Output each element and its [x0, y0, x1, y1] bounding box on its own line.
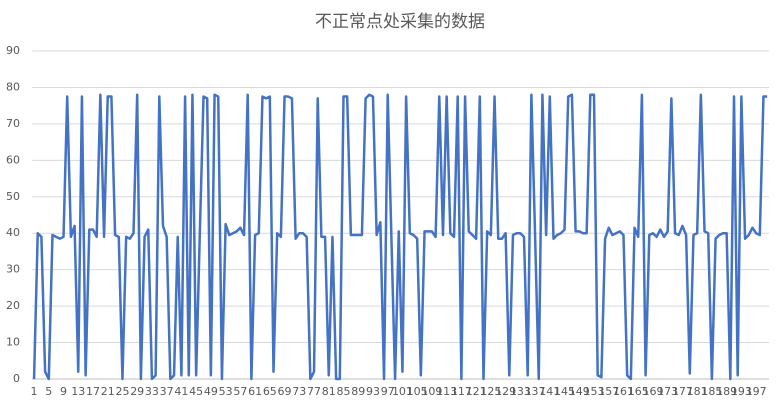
- x-tick-label: 13: [71, 385, 85, 398]
- x-tick-label: 189: [716, 385, 737, 398]
- x-tick-label: 177: [672, 385, 693, 398]
- x-tick-label: 125: [480, 385, 501, 398]
- x-tick-label: 77: [307, 385, 321, 398]
- x-tick-label: 9: [60, 385, 67, 398]
- x-tick-label: 73: [292, 385, 306, 398]
- x-tick-label: 145: [554, 385, 575, 398]
- x-tick-label: 193: [731, 385, 752, 398]
- x-tick-label: 57: [233, 385, 247, 398]
- x-tick-label: 69: [278, 385, 292, 398]
- x-tick-label: 117: [451, 385, 472, 398]
- x-tick-label: 169: [642, 385, 663, 398]
- x-tick-label: 49: [204, 385, 218, 398]
- x-tick-label: 109: [421, 385, 442, 398]
- x-tick-label: 25: [115, 385, 129, 398]
- x-tick-label: 5: [45, 385, 52, 398]
- x-tick-label: 93: [366, 385, 380, 398]
- x-tick-label: 53: [219, 385, 233, 398]
- x-tick-label: 29: [130, 385, 144, 398]
- x-tick-label: 181: [687, 385, 708, 398]
- x-tick-label: 113: [436, 385, 457, 398]
- x-tick-label: 33: [145, 385, 159, 398]
- x-tick-label: 157: [598, 385, 619, 398]
- x-tick-label: 17: [86, 385, 100, 398]
- x-tick-label: 61: [248, 385, 262, 398]
- x-tick-label: 185: [701, 385, 722, 398]
- x-tick-label: 161: [613, 385, 634, 398]
- x-tick-label: 197: [746, 385, 767, 398]
- y-tick-label: 10: [6, 336, 20, 349]
- x-tick-label: 41: [174, 385, 188, 398]
- chart-title: 不正常点处采集的数据: [315, 12, 485, 32]
- x-tick-label: 37: [160, 385, 174, 398]
- x-tick-label: 173: [657, 385, 678, 398]
- y-tick-label: 60: [6, 153, 20, 166]
- x-tick-label: 1: [31, 385, 38, 398]
- x-tick-label: 65: [263, 385, 277, 398]
- x-tick-label: 101: [392, 385, 413, 398]
- y-tick-label: 30: [6, 263, 20, 276]
- y-tick-label: 80: [6, 80, 20, 93]
- x-tick-label: 129: [495, 385, 516, 398]
- x-tick-label: 149: [569, 385, 590, 398]
- x-tick-label: 45: [189, 385, 203, 398]
- y-tick-label: 50: [6, 190, 20, 203]
- x-tick-label: 21: [101, 385, 115, 398]
- x-tick-label: 121: [466, 385, 487, 398]
- x-tick-label: 137: [525, 385, 546, 398]
- x-tick-label: 105: [407, 385, 428, 398]
- y-tick-label: 20: [6, 299, 20, 312]
- y-tick-label: 90: [6, 44, 20, 57]
- x-tick-label: 97: [381, 385, 395, 398]
- x-tick-label: 153: [584, 385, 605, 398]
- x-tick-label: 133: [510, 385, 531, 398]
- x-tick-label: 89: [351, 385, 365, 398]
- y-tick-label: 40: [6, 226, 20, 239]
- x-tick-label: 165: [628, 385, 649, 398]
- x-tick-label: 141: [539, 385, 560, 398]
- y-tick-label: 0: [13, 372, 20, 385]
- y-tick-label: 70: [6, 117, 20, 130]
- x-tick-label: 85: [336, 385, 350, 398]
- data-line: [32, 93, 768, 381]
- x-tick-label: 81: [322, 385, 336, 398]
